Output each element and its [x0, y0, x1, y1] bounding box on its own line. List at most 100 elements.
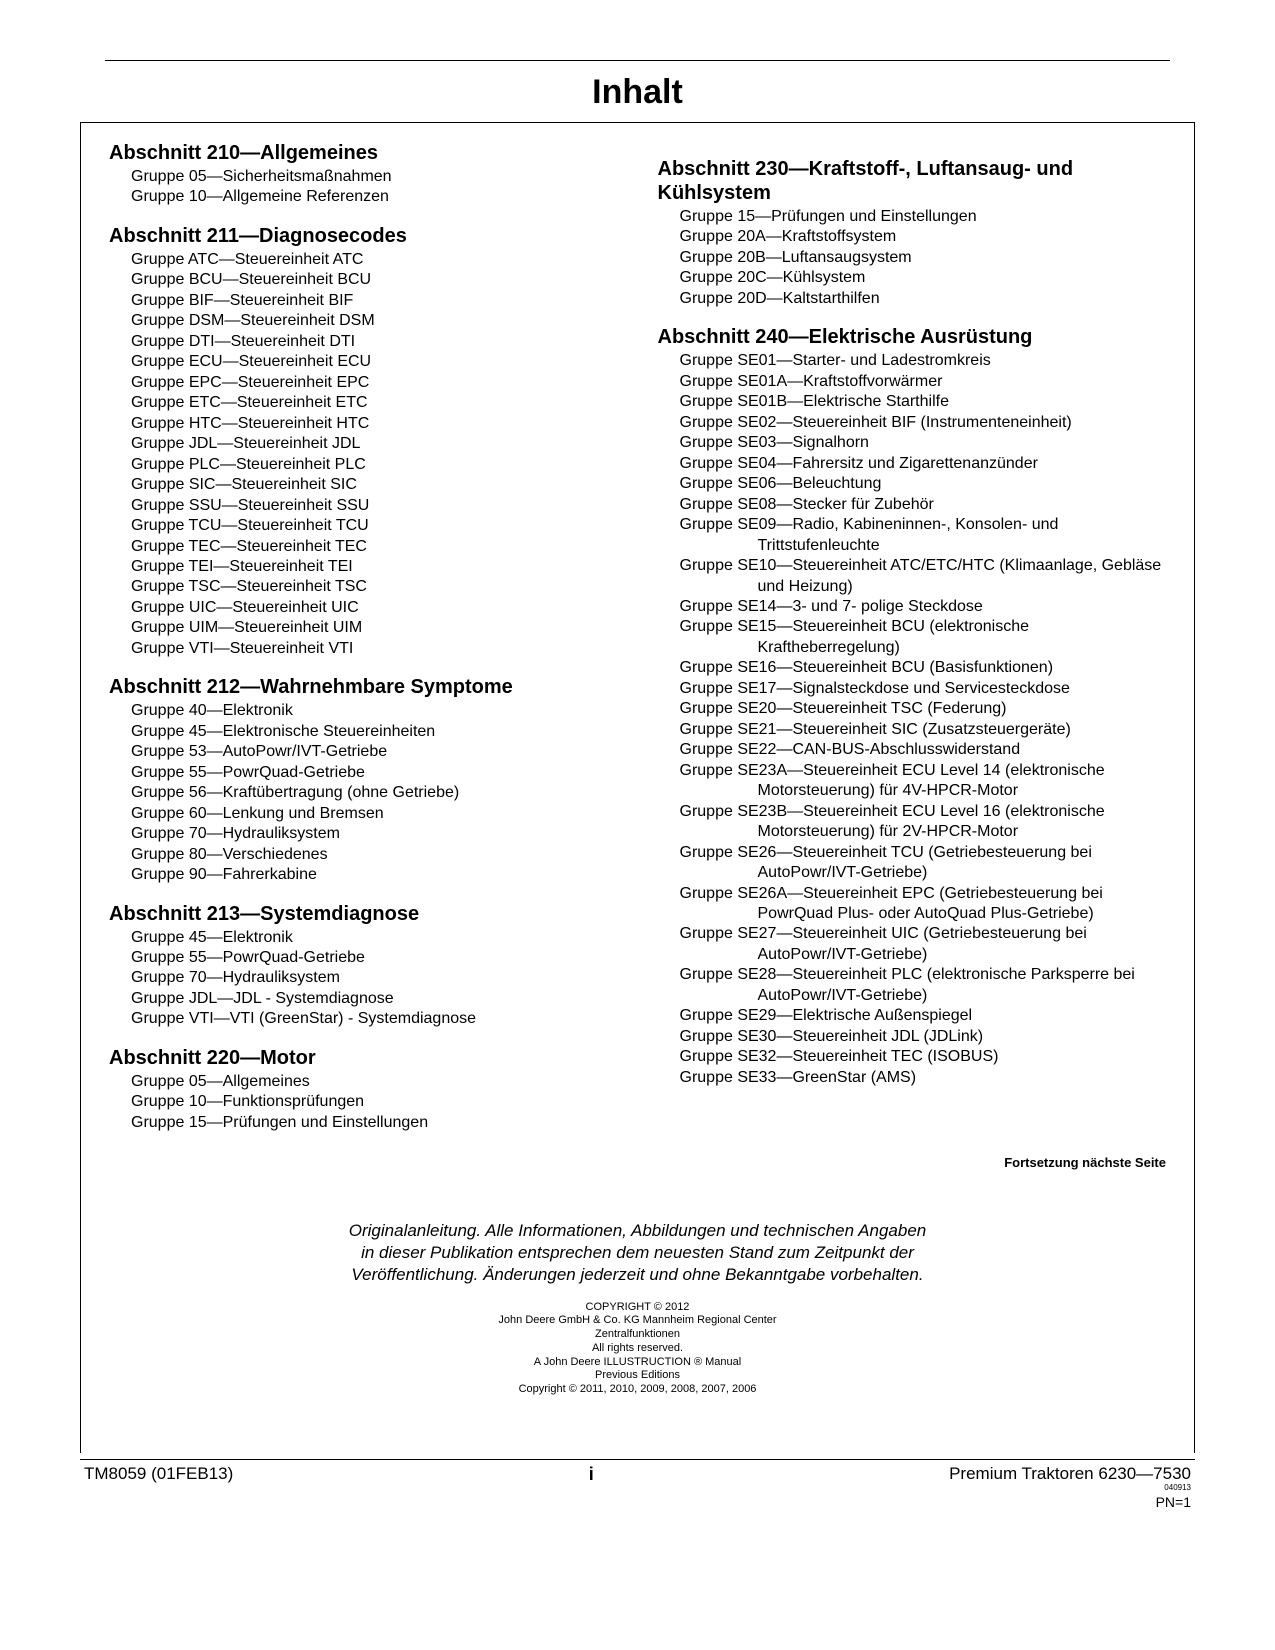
- group-line: Gruppe TCU—Steuereinheit TCU: [131, 516, 618, 536]
- disclaimer-line: Originalanleitung. Alle Informationen, A…: [109, 1220, 1166, 1242]
- group-line: Gruppe SE27—Steuereinheit UIC (Getriebes…: [680, 924, 1167, 965]
- group-line: Gruppe SSU—Steuereinheit SSU: [131, 496, 618, 516]
- group-line: Gruppe SE15—Steuereinheit BCU (elektroni…: [680, 617, 1167, 658]
- toc-columns: Abschnitt 210—AllgemeinesGruppe 05—Siche…: [109, 141, 1166, 1133]
- group-line: Gruppe 10—Allgemeine Referenzen: [131, 187, 618, 207]
- group-line: Gruppe 60—Lenkung und Bremsen: [131, 804, 618, 824]
- top-rule: [105, 60, 1170, 61]
- copyright-line: All rights reserved.: [109, 1342, 1166, 1356]
- group-line: Gruppe 20B—Luftansaugsystem: [680, 248, 1167, 268]
- group-line: Gruppe SE10—Steuereinheit ATC/ETC/HTC (K…: [680, 556, 1167, 597]
- group-line: Gruppe 45—Elektronische Steuereinheiten: [131, 722, 618, 742]
- group-line: Gruppe TEI—Steuereinheit TEI: [131, 557, 618, 577]
- group-line: Gruppe 20C—Kühlsystem: [680, 268, 1167, 288]
- group-line: Gruppe 20D—Kaltstarthilfen: [680, 289, 1167, 309]
- group-line: Gruppe SE21—Steuereinheit SIC (Zusatzste…: [680, 720, 1167, 740]
- group-line: Gruppe 05—Allgemeines: [131, 1072, 618, 1092]
- group-line: Gruppe SIC—Steuereinheit SIC: [131, 475, 618, 495]
- group-line: Gruppe SE06—Beleuchtung: [680, 474, 1167, 494]
- group-line: Gruppe BCU—Steuereinheit BCU: [131, 270, 618, 290]
- group-line: Gruppe SE14—3- und 7- polige Steckdose: [680, 597, 1167, 617]
- group-line: Gruppe SE08—Stecker für Zubehör: [680, 495, 1167, 515]
- group-line: Gruppe 56—Kraftübertragung (ohne Getrieb…: [131, 783, 618, 803]
- section-heading: Abschnitt 230—Kraftstoff-, Luftansaug- u…: [658, 157, 1167, 205]
- group-line: Gruppe 15—Prüfungen und Einstellungen: [131, 1113, 618, 1133]
- group-line: Gruppe EPC—Steuereinheit EPC: [131, 373, 618, 393]
- page-title: Inhalt: [80, 73, 1195, 112]
- group-line: Gruppe 45—Elektronik: [131, 928, 618, 948]
- group-line: Gruppe SE04—Fahrersitz und Zigarettenanz…: [680, 454, 1167, 474]
- group-line: Gruppe SE22—CAN-BUS-Abschlusswiderstand: [680, 740, 1167, 760]
- copyright-line: Zentralfunktionen: [109, 1328, 1166, 1342]
- group-line: Gruppe SE01B—Elektrische Starthilfe: [680, 392, 1167, 412]
- continue-text: Fortsetzung nächste Seite: [109, 1155, 1166, 1170]
- copyright-line: John Deere GmbH & Co. KG Mannheim Region…: [109, 1314, 1166, 1328]
- disclaimer: Originalanleitung. Alle Informationen, A…: [109, 1220, 1166, 1286]
- section-heading: Abschnitt 220—Motor: [109, 1046, 618, 1070]
- group-line: Gruppe 10—Funktionsprüfungen: [131, 1092, 618, 1112]
- group-line: Gruppe SE28—Steuereinheit PLC (elektroni…: [680, 965, 1167, 1006]
- footer-pn: PN=1: [949, 1494, 1191, 1510]
- group-line: Gruppe DSM—Steuereinheit DSM: [131, 311, 618, 331]
- group-line: Gruppe SE26—Steuereinheit TCU (Getriebes…: [680, 843, 1167, 884]
- group-line: Gruppe PLC—Steuereinheit PLC: [131, 455, 618, 475]
- group-line: Gruppe SE01—Starter- und Ladestromkreis: [680, 351, 1167, 371]
- group-line: Gruppe 90—Fahrerkabine: [131, 865, 618, 885]
- group-line: Gruppe SE01A—Kraftstoffvorwärmer: [680, 372, 1167, 392]
- copyright-line: Previous Editions: [109, 1369, 1166, 1383]
- group-line: Gruppe DTI—Steuereinheit DTI: [131, 332, 618, 352]
- section-heading: Abschnitt 213—Systemdiagnose: [109, 902, 618, 926]
- footer-right: Premium Traktoren 6230—7530 040913 PN=1: [949, 1464, 1191, 1510]
- group-line: Gruppe VTI—Steuereinheit VTI: [131, 639, 618, 659]
- footer-tiny: 040913: [949, 1484, 1191, 1492]
- section-heading: Abschnitt 212—Wahrnehmbare Symptome: [109, 675, 618, 699]
- group-line: Gruppe 05—Sicherheitsmaßnahmen: [131, 167, 618, 187]
- group-line: Gruppe ETC—Steuereinheit ETC: [131, 393, 618, 413]
- group-line: Gruppe 80—Verschiedenes: [131, 845, 618, 865]
- group-line: Gruppe SE20—Steuereinheit TSC (Federung): [680, 699, 1167, 719]
- left-column: Abschnitt 210—AllgemeinesGruppe 05—Siche…: [109, 141, 618, 1133]
- group-line: Gruppe SE26A—Steuereinheit EPC (Getriebe…: [680, 884, 1167, 925]
- group-line: Gruppe 55—PowrQuad-Getriebe: [131, 763, 618, 783]
- section-heading: Abschnitt 211—Diagnosecodes: [109, 224, 618, 248]
- disclaimer-line: in dieser Publikation entsprechen dem ne…: [109, 1242, 1166, 1264]
- group-line: Gruppe SE30—Steuereinheit JDL (JDLink): [680, 1027, 1167, 1047]
- copyright-line: A John Deere ILLUSTRUCTION ® Manual: [109, 1356, 1166, 1370]
- section-heading: Abschnitt 210—Allgemeines: [109, 141, 618, 165]
- copyright-block: COPYRIGHT © 2012John Deere GmbH & Co. KG…: [109, 1301, 1166, 1397]
- group-line: Gruppe JDL—Steuereinheit JDL: [131, 434, 618, 454]
- group-line: Gruppe SE23A—Steuereinheit ECU Level 14 …: [680, 761, 1167, 802]
- group-line: Gruppe SE09—Radio, Kabineninnen-, Konsol…: [680, 515, 1167, 556]
- group-line: Gruppe 70—Hydrauliksystem: [131, 824, 618, 844]
- group-line: Gruppe SE03—Signalhorn: [680, 433, 1167, 453]
- group-line: Gruppe TSC—Steuereinheit TSC: [131, 577, 618, 597]
- right-column: Abschnitt 230—Kraftstoff-, Luftansaug- u…: [658, 141, 1167, 1133]
- page-footer: TM8059 (01FEB13) i Premium Traktoren 623…: [80, 1464, 1195, 1510]
- group-line: Gruppe UIC—Steuereinheit UIC: [131, 598, 618, 618]
- group-line: Gruppe ECU—Steuereinheit ECU: [131, 352, 618, 372]
- group-line: Gruppe SE23B—Steuereinheit ECU Level 16 …: [680, 802, 1167, 843]
- footer-left: TM8059 (01FEB13): [84, 1464, 233, 1484]
- footer-center: i: [589, 1464, 594, 1485]
- bottom-rule: [80, 1459, 1195, 1460]
- group-line: Gruppe SE33—GreenStar (AMS): [680, 1068, 1167, 1088]
- section-heading: Abschnitt 240—Elektrische Ausrüstung: [658, 325, 1167, 349]
- footer-right-text: Premium Traktoren 6230—7530: [949, 1464, 1191, 1484]
- group-line: Gruppe 20A—Kraftstoffsystem: [680, 227, 1167, 247]
- group-line: Gruppe JDL—JDL - Systemdiagnose: [131, 989, 618, 1009]
- copyright-line: Copyright © 2011, 2010, 2009, 2008, 2007…: [109, 1383, 1166, 1397]
- group-line: Gruppe UIM—Steuereinheit UIM: [131, 618, 618, 638]
- group-line: Gruppe 70—Hydrauliksystem: [131, 968, 618, 988]
- group-line: Gruppe SE32—Steuereinheit TEC (ISOBUS): [680, 1047, 1167, 1067]
- group-line: Gruppe 40—Elektronik: [131, 701, 618, 721]
- group-line: Gruppe 15—Prüfungen und Einstellungen: [680, 207, 1167, 227]
- group-line: Gruppe ATC—Steuereinheit ATC: [131, 250, 618, 270]
- group-line: Gruppe SE17—Signalsteckdose und Services…: [680, 679, 1167, 699]
- group-line: Gruppe TEC—Steuereinheit TEC: [131, 537, 618, 557]
- content-frame: Abschnitt 210—AllgemeinesGruppe 05—Siche…: [80, 123, 1195, 1453]
- group-line: Gruppe VTI—VTI (GreenStar) - Systemdiagn…: [131, 1009, 618, 1029]
- copyright-line: COPYRIGHT © 2012: [109, 1301, 1166, 1315]
- group-line: Gruppe 53—AutoPowr/IVT-Getriebe: [131, 742, 618, 762]
- disclaimer-line: Veröffentlichung. Änderungen jederzeit u…: [109, 1264, 1166, 1286]
- group-line: Gruppe SE29—Elektrische Außenspiegel: [680, 1006, 1167, 1026]
